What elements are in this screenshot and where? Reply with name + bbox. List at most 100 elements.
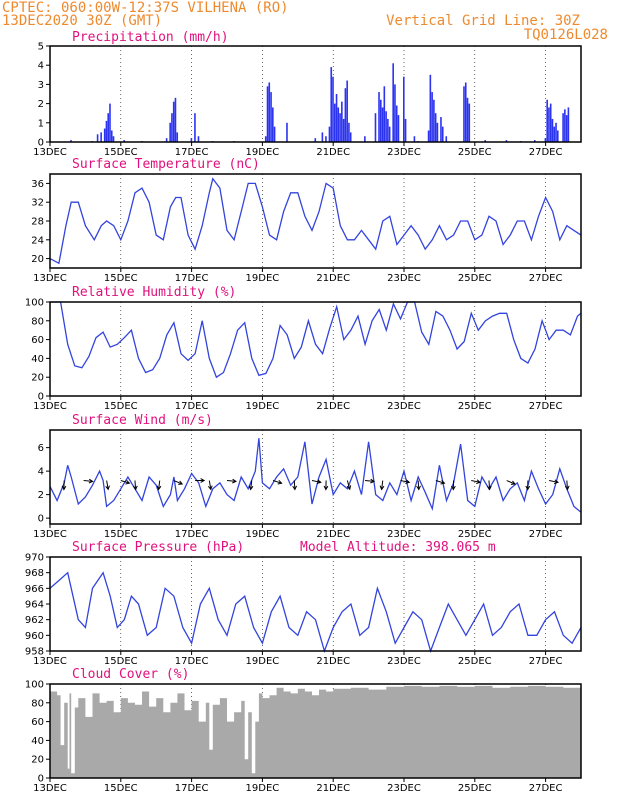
precip-bar-45 — [349, 132, 352, 142]
panel-pres: 958 960 962 964 966 968 970 13DEC 15DEC 17DEC 19DE… — [25, 540, 582, 667]
header-code: TQ0126L028 — [524, 27, 608, 43]
x-tick-label-cloud-3: 19DEC — [246, 783, 280, 794]
precip-bar-63 — [427, 130, 430, 142]
y-tick-label-rh-0: 0 — [38, 392, 44, 403]
precip-bar-15 — [172, 101, 175, 142]
wind-arrow-6 — [173, 480, 183, 485]
precip-bar-47 — [374, 113, 377, 142]
wind-arrow-head-1 — [88, 478, 94, 484]
model-altitude-label: Model Altitude: 398.065 m — [300, 540, 496, 555]
wind-arrow-head-3 — [125, 479, 131, 485]
precip-bar-75 — [468, 103, 471, 142]
wind-arrow-head-6 — [178, 480, 184, 485]
x-tick-label-pres-3: 19DEC — [246, 656, 280, 667]
x-tick-label-precip-5: 23DEC — [387, 147, 421, 158]
x-tick-label-cloud-0: 13DEC — [33, 783, 67, 794]
panel-title-rh: Relative Humidity (%) — [72, 285, 236, 300]
precip-bar-72 — [463, 86, 465, 142]
panel-cloud: 0 20 40 60 80 100 13DEC 15DEC 17DEC 19DEC 21DEC 23D… — [25, 667, 582, 794]
precip-bar-82 — [548, 107, 550, 142]
precip-bar-55 — [392, 63, 394, 142]
precip-bar-30 — [314, 138, 317, 142]
x-tick-label-temp-1: 15DEC — [104, 273, 138, 284]
wind-arrow-head-21 — [451, 485, 456, 491]
wind-arrow-head-27 — [564, 485, 570, 491]
precip-bar-48 — [378, 92, 380, 142]
x-tick-label-rh-6: 25DEC — [458, 401, 492, 412]
precip-bar-13 — [169, 122, 171, 142]
precip-bar-10 — [123, 140, 125, 142]
x-tick-label-precip-4: 21DEC — [316, 147, 350, 158]
wind-arrow-head-12 — [292, 485, 298, 491]
wind-arrow-head-7 — [200, 478, 206, 483]
wind-arrow-head-11 — [277, 479, 283, 485]
precip-bar-12 — [165, 138, 168, 142]
wind-arrow-head-8 — [207, 485, 213, 491]
wind-arrow-12 — [293, 480, 296, 490]
wind-arrow-16 — [365, 480, 375, 482]
x-tick-label-cloud-6: 25DEC — [458, 783, 492, 794]
wind-series-line — [49, 438, 582, 513]
precip-bar-69 — [440, 117, 442, 142]
x-tick-label-wind-5: 23DEC — [387, 529, 421, 540]
panel-title-temp: Surface Temperature (nC) — [72, 157, 260, 172]
y-tick-label-wind-3: 6 — [38, 443, 44, 454]
x-tick-label-wind-0: 13DEC — [33, 529, 67, 540]
wind-arrow-head-9 — [232, 478, 237, 484]
x-tick-label-wind-1: 15DEC — [104, 529, 138, 540]
y-tick-label-temp-1: 24 — [31, 235, 44, 246]
x-tick-label-pres-2: 17DEC — [175, 656, 209, 667]
precip-bar-5 — [105, 120, 108, 142]
wind-arrow-18 — [400, 480, 410, 483]
precip-bar-65 — [431, 92, 433, 142]
wind-arrow-15 — [346, 480, 351, 490]
precip-bar-7 — [109, 103, 111, 142]
x-tick-label-rh-1: 15DEC — [104, 401, 138, 412]
precip-bar-91 — [567, 107, 570, 142]
wind-arrow-22 — [471, 480, 481, 483]
x-tick-label-cloud-7: 27DEC — [529, 783, 563, 794]
panel-title-wind: Surface Wind (m/s) — [72, 413, 213, 428]
x-tick-label-precip-2: 17DEC — [175, 147, 209, 158]
precip-bar-42 — [344, 88, 347, 142]
precip-bar-73 — [464, 82, 467, 142]
y-tick-label-precip-4: 4 — [38, 61, 44, 72]
temp-series-line — [49, 177, 582, 265]
precip-bar-23 — [264, 136, 267, 142]
wind-arrow-11 — [272, 480, 282, 484]
wind-arrow-head-20 — [440, 479, 446, 485]
precip-bar-57 — [395, 105, 398, 142]
precip-bar-67 — [434, 113, 437, 142]
precip-bar-9 — [112, 136, 115, 142]
precip-bar-40 — [341, 101, 343, 142]
precip-bar-25 — [268, 82, 271, 142]
precip-bar-83 — [549, 103, 552, 142]
x-tick-label-rh-7: 27DEC — [529, 401, 563, 412]
y-tick-label-rh-4: 80 — [31, 316, 44, 327]
precip-bar-58 — [397, 115, 400, 142]
precip-bar-17 — [176, 132, 179, 142]
precip-bar-54 — [388, 126, 391, 142]
precip-bar-53 — [387, 118, 389, 142]
panel-wind: 0 2 4 6 13DEC 15DEC 17DEC 19DEC 21DEC 23DEC 25DEC 2… — [33, 413, 582, 540]
x-tick-label-precip-0: 13DEC — [33, 147, 67, 158]
panel-title-pres: Surface Pressure (hPa) — [72, 540, 244, 555]
wind-arrow-head-24 — [510, 480, 516, 485]
precip-bar-44 — [348, 122, 350, 142]
precip-bar-49 — [379, 99, 382, 142]
precip-bar-20 — [197, 136, 200, 142]
precip-bar-35 — [332, 76, 334, 142]
precip-bar-39 — [339, 113, 341, 142]
cloud-cover-area — [50, 685, 581, 778]
y-tick-label-wind-1: 2 — [38, 490, 44, 501]
wind-arrow-head-17 — [379, 485, 385, 491]
precip-bar-27 — [272, 107, 274, 142]
precip-bar-50 — [381, 107, 384, 142]
precip-bar-51 — [383, 86, 386, 142]
panel-precip: 0 1 2 3 4 5 13DEC 15DEC 17DEC 19DEC 21DEC 23DEC 25DE… — [33, 30, 582, 158]
y-tick-label-precip-3: 3 — [38, 80, 44, 91]
precip-bar-0 — [70, 140, 72, 142]
precip-bar-89 — [564, 109, 566, 142]
wind-arrow-head-13 — [316, 479, 322, 484]
wind-arrow-head-19 — [416, 485, 421, 491]
